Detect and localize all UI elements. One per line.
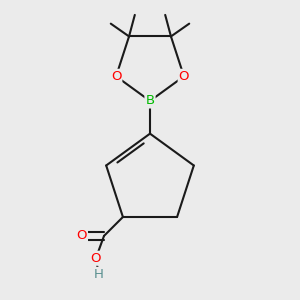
Text: O: O bbox=[91, 252, 101, 265]
Text: B: B bbox=[146, 94, 154, 107]
Text: O: O bbox=[111, 70, 121, 83]
Text: O: O bbox=[179, 70, 189, 83]
Text: H: H bbox=[94, 268, 104, 281]
Text: O: O bbox=[76, 230, 87, 242]
